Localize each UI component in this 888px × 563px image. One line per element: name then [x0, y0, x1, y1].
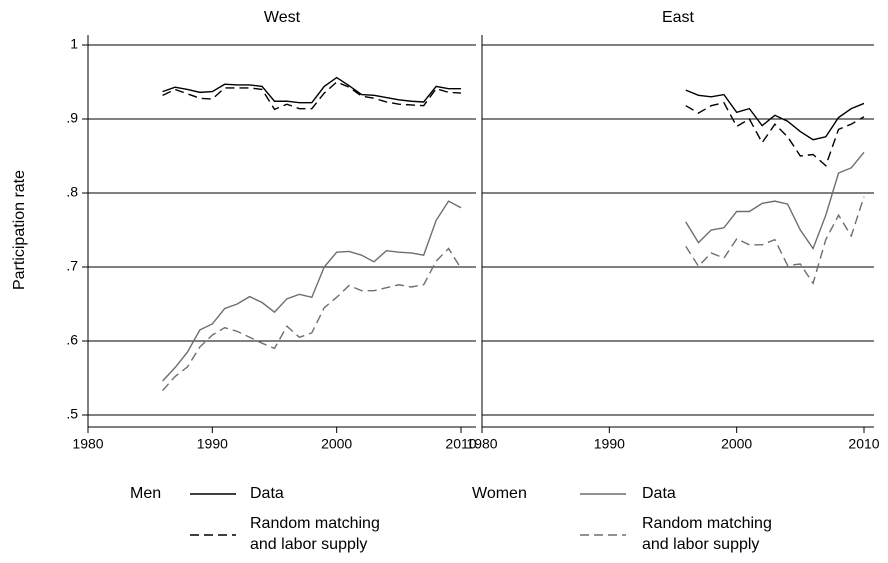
data-line	[685, 151, 865, 250]
x-tick-label: 2010	[445, 436, 476, 452]
y-axis-label: Participation rate	[11, 170, 28, 290]
y-tick-label: .9	[66, 110, 78, 126]
data-line	[685, 89, 865, 141]
legend-label: Random matching and labor supply	[642, 515, 772, 553]
y-tick-label: .8	[66, 184, 78, 200]
y-tick-label: .6	[66, 332, 78, 348]
panel-title: West	[264, 9, 301, 26]
x-tick-label: 1980	[72, 436, 103, 452]
legend-group: Women	[472, 485, 527, 502]
data-line	[162, 81, 462, 111]
panel-title: East	[662, 9, 695, 26]
y-tick-label: 1	[70, 36, 78, 52]
data-line	[162, 200, 462, 382]
data-line	[685, 196, 865, 285]
x-tick-label: 2000	[321, 436, 352, 452]
legend-label: Random matching and labor supply	[250, 515, 380, 553]
legend-group: Men	[130, 485, 162, 502]
x-tick-label: 1980	[466, 436, 497, 452]
x-tick-label: 2000	[721, 436, 752, 452]
x-tick-label: 2010	[848, 436, 879, 452]
data-line	[162, 247, 462, 392]
y-tick-label: .7	[66, 258, 78, 274]
legend-label: Data	[642, 485, 676, 502]
x-tick-label: 1990	[197, 436, 228, 452]
data-line	[162, 76, 461, 104]
legend-label: Data	[250, 485, 284, 502]
data-line	[685, 101, 865, 167]
y-tick-label: .5	[66, 406, 78, 422]
x-tick-label: 1990	[594, 436, 625, 452]
